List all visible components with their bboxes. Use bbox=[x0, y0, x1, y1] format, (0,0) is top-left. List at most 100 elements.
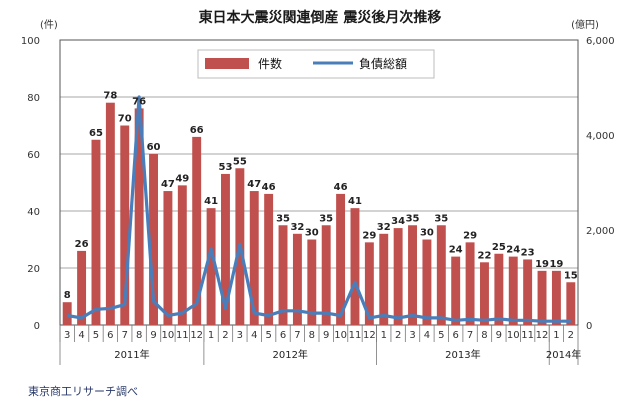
bar-data-label: 8 bbox=[64, 290, 71, 301]
x-tick-label: 3 bbox=[64, 330, 70, 341]
legend-label-debt: 負債総額 bbox=[359, 56, 407, 71]
bar-data-label: 46 bbox=[262, 182, 276, 193]
x-tick-label: 8 bbox=[481, 330, 487, 341]
year-label: 2014年 bbox=[546, 348, 581, 361]
x-tick-label: 12 bbox=[190, 330, 203, 341]
x-tick-label: 2 bbox=[395, 330, 401, 341]
bar bbox=[77, 250, 87, 325]
year-label: 2013年 bbox=[445, 348, 480, 361]
bar-data-label: 35 bbox=[319, 213, 333, 224]
bar bbox=[221, 173, 230, 325]
x-axis: 3 4 5 6 7 8 9 10 11 12 1 2 3 4 5 6 7 8 9 10 11 12 1 2 3 4 5 6 7 8 9 10 1… bbox=[59, 325, 581, 365]
bar-data-label: 30 bbox=[305, 228, 319, 239]
bar bbox=[149, 154, 158, 325]
x-tick-label: 8 bbox=[309, 330, 315, 341]
bar bbox=[120, 125, 130, 325]
bar bbox=[321, 225, 331, 325]
bar-data-label: 70 bbox=[118, 114, 132, 125]
y-left-tick-label: 60 bbox=[27, 150, 40, 161]
bar bbox=[264, 193, 274, 325]
x-tick-label: 1 bbox=[553, 330, 559, 341]
x-tick-label: 7 bbox=[294, 330, 300, 341]
x-tick-label: 2 bbox=[568, 330, 574, 341]
y-left-tick-label: 20 bbox=[27, 264, 40, 275]
bar bbox=[134, 108, 144, 326]
grid-layer: 0 20 40 60 80 100 0 2,000 4,000 6,000 bbox=[21, 36, 615, 332]
bar-data-label: 26 bbox=[75, 239, 89, 250]
x-tick-label: 10 bbox=[507, 330, 520, 341]
x-tick-label: 10 bbox=[162, 330, 175, 341]
bar bbox=[350, 208, 360, 325]
legend-swatch-bar bbox=[205, 58, 249, 69]
x-tick-label: 5 bbox=[438, 330, 444, 341]
bar bbox=[436, 225, 446, 325]
x-tick-label: 9 bbox=[323, 330, 329, 341]
bar bbox=[249, 191, 259, 325]
bar-data-label: 55 bbox=[233, 156, 247, 167]
left-axis-unit: (件) bbox=[40, 19, 58, 31]
y-right-tick-label: 2,000 bbox=[586, 226, 615, 237]
bar-data-label: 78 bbox=[103, 91, 117, 102]
x-tick-label: 10 bbox=[334, 330, 347, 341]
bar-data-label: 76 bbox=[132, 96, 146, 107]
bar bbox=[537, 270, 547, 325]
x-tick-label: 7 bbox=[467, 330, 473, 341]
bar bbox=[206, 208, 216, 325]
bar bbox=[177, 185, 187, 325]
right-axis-unit: (億円) bbox=[571, 18, 599, 31]
bar bbox=[105, 102, 115, 325]
bar bbox=[163, 191, 173, 325]
bar bbox=[451, 256, 461, 325]
bar bbox=[465, 242, 475, 325]
y-right-tick-label: 0 bbox=[586, 321, 592, 332]
bar-data-label: 53 bbox=[219, 162, 233, 173]
bar bbox=[551, 270, 561, 325]
x-tick-label: 3 bbox=[237, 330, 243, 341]
x-tick-label: 4 bbox=[251, 330, 257, 341]
y-right-tick-label: 6,000 bbox=[586, 36, 615, 47]
bar-data-label: 35 bbox=[276, 213, 290, 224]
bar-data-label: 25 bbox=[492, 242, 506, 253]
bar-data-label: 29 bbox=[362, 230, 376, 241]
legend: 件数 負債総額 bbox=[197, 49, 435, 79]
bar bbox=[523, 259, 533, 325]
bar bbox=[292, 233, 302, 325]
x-tick-label: 12 bbox=[363, 330, 376, 341]
bar bbox=[566, 282, 576, 325]
bar bbox=[364, 242, 374, 325]
x-tick-label: 11 bbox=[176, 330, 189, 341]
x-tick-label: 3 bbox=[409, 330, 415, 341]
x-tick-label: 2 bbox=[222, 330, 228, 341]
bar-data-label: 15 bbox=[564, 270, 578, 281]
bar-data-label: 19 bbox=[549, 259, 563, 270]
y-left-tick-label: 80 bbox=[27, 93, 40, 104]
bar-data-label: 49 bbox=[175, 173, 189, 184]
x-tick-label: 11 bbox=[521, 330, 534, 341]
bar-data-label: 35 bbox=[434, 213, 448, 224]
bar-data-label: 60 bbox=[147, 142, 161, 153]
year-label: 2012年 bbox=[272, 348, 307, 361]
y-right-tick-label: 4,000 bbox=[586, 131, 615, 142]
bar-data-label: 30 bbox=[420, 228, 434, 239]
chart-title: 東日本大震災関連倒産 震災後月次推移 bbox=[199, 9, 442, 26]
bar-data-label: 24 bbox=[506, 245, 520, 256]
x-tick-label: 6 bbox=[453, 330, 459, 341]
year-label: 2011年 bbox=[114, 348, 149, 361]
x-tick-label: 6 bbox=[107, 330, 113, 341]
bar-data-label: 47 bbox=[161, 179, 175, 190]
x-tick-label: 5 bbox=[93, 330, 99, 341]
bar bbox=[336, 193, 346, 325]
x-tick-label: 12 bbox=[536, 330, 549, 341]
x-tick-label: 1 bbox=[208, 330, 214, 341]
bar bbox=[379, 233, 389, 325]
bar-data-label: 32 bbox=[290, 222, 304, 233]
bar-data-label: 41 bbox=[204, 196, 218, 207]
bar-data-label: 19 bbox=[535, 259, 549, 270]
debt-line bbox=[66, 95, 571, 323]
y-left-tick-label: 100 bbox=[21, 36, 40, 47]
bar-data-label: 47 bbox=[247, 179, 261, 190]
bar-data-label: 46 bbox=[334, 182, 348, 193]
x-tick-label: 4 bbox=[424, 330, 430, 341]
